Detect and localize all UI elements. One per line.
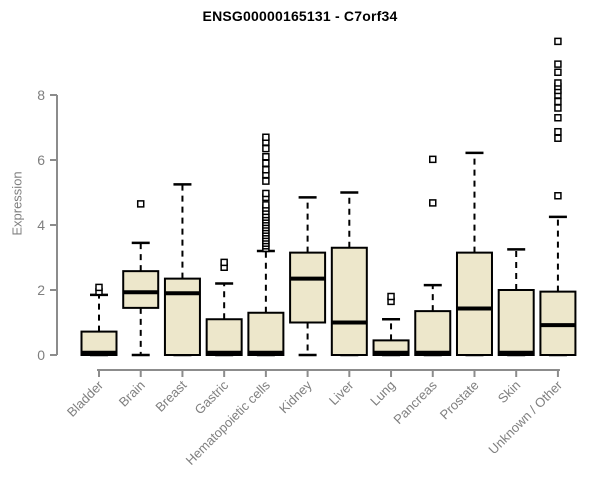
outlier-point xyxy=(387,292,395,301)
outlier-point xyxy=(554,104,562,112)
outlier-point xyxy=(262,159,270,167)
outlier-point xyxy=(554,192,562,200)
box-iqr xyxy=(80,330,118,357)
outlier-point xyxy=(554,127,562,136)
box-group-brain xyxy=(122,200,160,357)
chart-title: ENSG00000165131 - C7orf34 xyxy=(202,8,398,24)
box-iqr xyxy=(455,251,493,356)
box-group-pancreas xyxy=(414,155,452,357)
box-group-prostate xyxy=(455,151,493,357)
outlier-point xyxy=(262,189,270,198)
box-iqr xyxy=(330,246,368,356)
box-group-breast xyxy=(163,183,201,357)
box-group-bladder xyxy=(80,283,118,357)
x-axis-label-breast: Breast xyxy=(152,377,189,414)
outlier-point xyxy=(554,79,562,87)
outlier-point xyxy=(262,201,270,209)
outlier-point xyxy=(262,153,270,161)
outlier-point xyxy=(429,199,437,207)
x-axis-label-liver: Liver xyxy=(326,377,357,408)
x-axis-label-kidney: Kidney xyxy=(276,377,315,416)
x-axis-label-lung: Lung xyxy=(367,378,398,409)
y-axis: 0 2 4 6 8 xyxy=(37,87,58,363)
box-group-skin xyxy=(497,248,535,357)
outlier-point xyxy=(262,177,270,185)
outlier-point xyxy=(554,97,562,106)
outlier-point xyxy=(220,258,228,267)
x-axis-label-bladder: Bladder xyxy=(64,377,107,420)
box-iqr xyxy=(247,311,285,356)
y-axis-tick-label: 8 xyxy=(37,87,45,103)
box-group-hematopoietic-cells xyxy=(247,133,285,357)
outlier-point xyxy=(95,283,103,292)
outlier-point xyxy=(554,37,562,46)
box-iqr xyxy=(163,277,201,356)
outlier-point xyxy=(554,114,562,122)
box-group-unknown-other xyxy=(539,37,577,357)
box-group-liver xyxy=(330,191,368,357)
outlier-point xyxy=(262,166,270,174)
outlier-point xyxy=(554,60,562,68)
y-axis-tick-label: 4 xyxy=(37,217,45,233)
outlier-point xyxy=(262,133,270,141)
box-iqr xyxy=(497,289,535,356)
outlier-point xyxy=(554,134,562,142)
x-axis-label-brain: Brain xyxy=(116,378,148,410)
outlier-point xyxy=(136,200,145,208)
box-iqr xyxy=(414,310,452,356)
box-group-gastric xyxy=(205,258,243,357)
y-axis-tick-label: 6 xyxy=(37,152,45,168)
box-group-kidney xyxy=(289,196,327,357)
box-iqr xyxy=(122,270,160,309)
outlier-point xyxy=(429,155,437,164)
x-axis-label-gastric: Gastric xyxy=(192,377,232,417)
outlier-point xyxy=(554,68,562,76)
y-axis-title: Expression xyxy=(9,171,25,236)
x-axis-label-skin: Skin xyxy=(495,378,523,406)
x-axis-label-prostate: Prostate xyxy=(437,378,482,423)
x-axis-label-pancreas: Pancreas xyxy=(390,377,440,427)
box-group-lung xyxy=(372,292,410,357)
outlier-point xyxy=(262,144,270,153)
box-iqr xyxy=(289,251,327,324)
x-axis-label-unknown-other: Unknown / Other xyxy=(485,377,565,457)
y-axis-tick-label: 2 xyxy=(37,282,45,298)
box-iqr xyxy=(205,318,243,356)
y-axis-tick-label: 0 xyxy=(37,347,45,363)
